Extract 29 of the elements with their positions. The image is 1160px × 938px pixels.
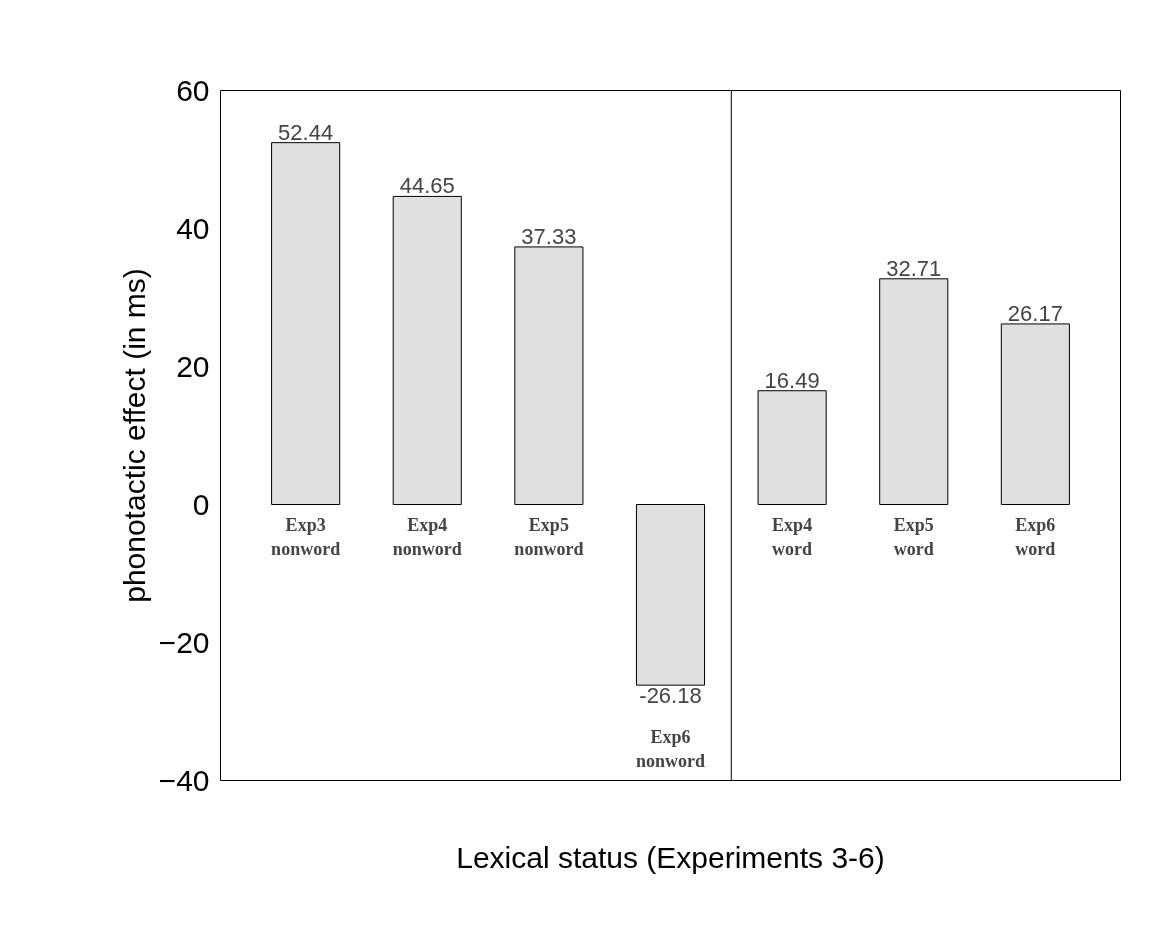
bar	[271, 142, 341, 505]
data-label: 16.49	[764, 367, 820, 393]
x-axis-title: Lexical status (Experiments 3-6)	[456, 840, 885, 874]
x-tick-label: Exp3 nonword	[271, 514, 341, 559]
x-tick-label: Exp5 nonword	[514, 514, 584, 559]
data-label: 37.33	[521, 223, 577, 249]
x-tick-label: Exp4 nonword	[392, 514, 462, 559]
data-label: 26.17	[1007, 300, 1063, 326]
data-label: -26.18	[639, 683, 702, 709]
y-tick-label: −40	[158, 763, 210, 797]
x-tick-label: Exp4 word	[772, 514, 813, 559]
bar	[1000, 323, 1070, 505]
x-tick-label: Exp5 word	[893, 514, 934, 559]
data-label: 32.71	[886, 255, 942, 281]
y-tick-label: 20	[176, 349, 210, 383]
y-tick-label: 40	[176, 211, 210, 245]
bar	[879, 278, 949, 505]
y-tick-label: 0	[192, 487, 210, 521]
data-label: 52.44	[278, 119, 334, 145]
data-label: 44.65	[399, 173, 455, 199]
y-tick-label: 60	[176, 73, 210, 107]
bar	[757, 390, 827, 505]
x-tick-label: Exp6 nonword	[635, 727, 706, 772]
bar	[635, 504, 706, 686]
x-tick-label: Exp6 word	[1015, 514, 1056, 559]
y-tick-label: −20	[158, 625, 210, 659]
bar	[514, 246, 584, 505]
y-axis-title: phonotactic effect (in ms)	[117, 268, 151, 603]
bar	[392, 195, 462, 505]
